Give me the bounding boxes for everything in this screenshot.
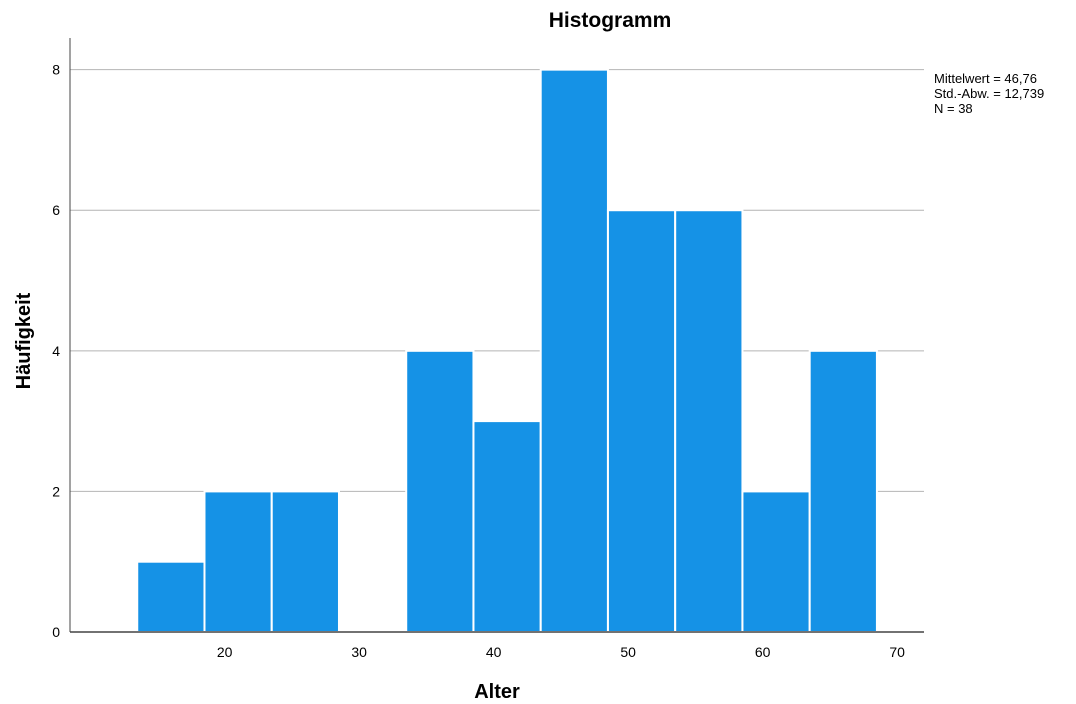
histogram-bar	[606, 209, 677, 633]
histogram-bar	[136, 560, 206, 634]
histogram-bar	[539, 68, 609, 634]
y-tick-label: 2	[52, 483, 60, 499]
y-tick-label: 0	[52, 624, 60, 640]
x-tick-label: 60	[755, 644, 771, 660]
stats-std: Std.-Abw. = 12,739	[934, 86, 1044, 101]
y-tick-label: 6	[52, 202, 60, 218]
x-tick-label: 20	[217, 644, 233, 660]
y-tick-label: 4	[52, 343, 60, 359]
histogram-bar	[472, 420, 542, 633]
histogram-bar	[674, 209, 744, 633]
x-tick-label: 40	[486, 644, 502, 660]
histogram-bar	[405, 349, 475, 633]
bars	[136, 68, 878, 634]
x-tick-label: 70	[889, 644, 905, 660]
histogram-bar	[741, 490, 811, 634]
x-tick-label: 30	[351, 644, 367, 660]
histogram-bar	[203, 490, 273, 634]
histogram-bar	[270, 490, 340, 634]
x-tick-label: 50	[620, 644, 636, 660]
tick-labels: 0 2 4 6 8 20 30 40 50 60 70	[52, 62, 905, 660]
x-axis-label: Alter	[474, 681, 520, 703]
axes	[69, 38, 924, 633]
y-axis-label: Häufigkeit	[13, 292, 35, 389]
stats-mean: Mittelwert = 46,76	[934, 71, 1037, 86]
chart-title: Histogramm	[549, 9, 672, 32]
stats-n: N = 38	[934, 101, 973, 116]
y-tick-label: 8	[52, 62, 60, 78]
histogram-bar	[808, 349, 878, 633]
stats-box: Mittelwert = 46,76 Std.-Abw. = 12,739 N …	[934, 71, 1044, 116]
